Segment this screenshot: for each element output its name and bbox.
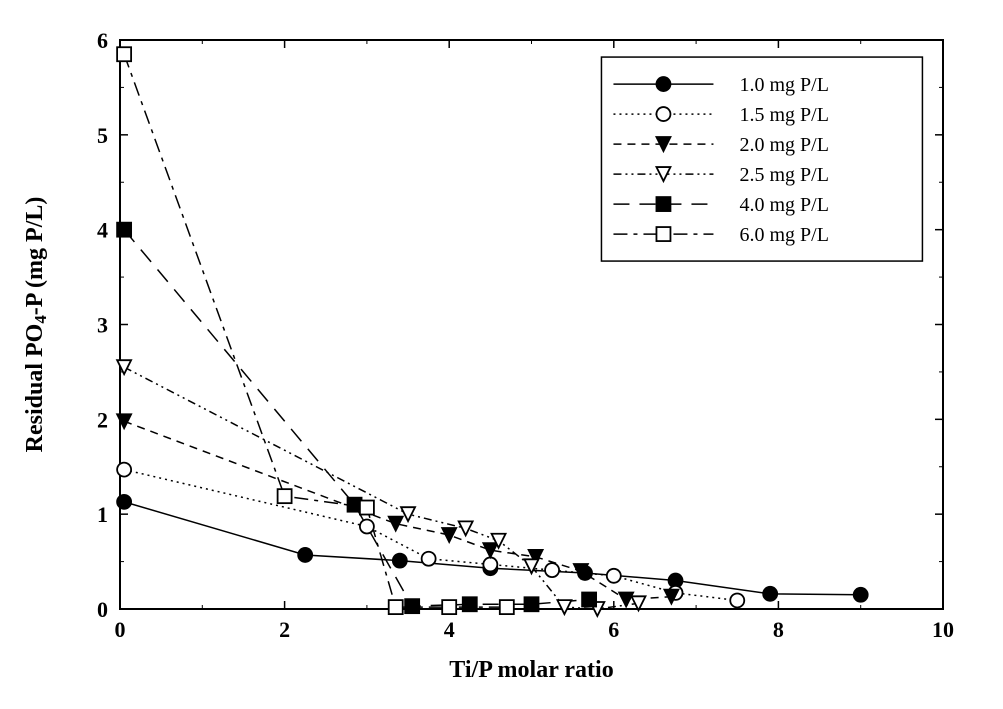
svg-text:1.0 mg P/L: 1.0 mg P/L	[739, 74, 828, 96]
svg-text:6: 6	[608, 617, 619, 642]
svg-text:1.5 mg P/L: 1.5 mg P/L	[739, 104, 828, 126]
svg-text:1: 1	[97, 502, 108, 527]
svg-text:4: 4	[97, 218, 108, 243]
svg-text:0: 0	[115, 617, 126, 642]
svg-text:2.5 mg P/L: 2.5 mg P/L	[739, 164, 828, 186]
svg-text:6: 6	[97, 28, 108, 53]
svg-text:6.0 mg P/L: 6.0 mg P/L	[739, 224, 828, 246]
svg-text:Residual PO4-P (mg P/L): Residual PO4-P (mg P/L)	[22, 197, 50, 453]
svg-text:0: 0	[97, 597, 108, 622]
svg-text:3: 3	[97, 313, 108, 338]
svg-text:4.0 mg P/L: 4.0 mg P/L	[739, 194, 828, 216]
svg-text:2.0 mg P/L: 2.0 mg P/L	[739, 134, 828, 156]
svg-text:2: 2	[279, 617, 290, 642]
svg-text:4: 4	[444, 617, 455, 642]
svg-text:5: 5	[97, 123, 108, 148]
chart-svg: 0 2 4 6 8 10 0 1 2 3 4 5 6 Ti/P molar ratio Residual P…	[0, 0, 1003, 709]
svg-text:2: 2	[97, 407, 108, 432]
svg-text:10: 10	[932, 617, 954, 642]
svg-text:Ti/P molar ratio: Ti/P molar ratio	[449, 657, 613, 683]
svg-text:8: 8	[773, 617, 784, 642]
chart-container: 0 2 4 6 8 10 0 1 2 3 4 5 6 Ti/P molar ratio Residual P…	[0, 0, 1003, 709]
